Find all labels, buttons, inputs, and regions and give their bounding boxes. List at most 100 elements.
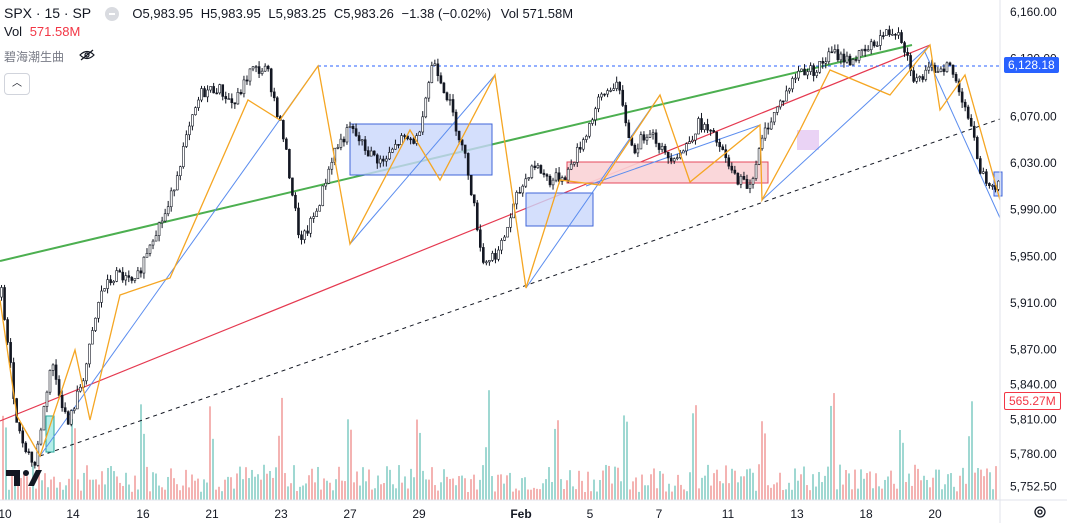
volume-bar (476, 489, 478, 500)
volume-bar (41, 480, 43, 500)
volume-bar (524, 477, 526, 500)
candle-body (448, 99, 452, 101)
volume-bar (677, 474, 679, 500)
volume-bar (191, 474, 193, 500)
tradingview-logo-icon[interactable] (6, 468, 42, 494)
candle-body (791, 78, 794, 90)
candle-body (524, 178, 528, 187)
candle-body (179, 166, 182, 177)
candle-body (648, 133, 652, 138)
candle-body (182, 146, 185, 168)
volume-bar (137, 489, 139, 500)
y-tick-label: 5,810.00 (1010, 412, 1057, 426)
candle-body (154, 235, 158, 242)
volume-bar (323, 478, 325, 500)
indicator-legend[interactable]: 碧海潮生曲 (4, 48, 96, 65)
volume-bar (743, 476, 745, 500)
candle-body (18, 422, 21, 432)
volume-bar (359, 485, 361, 500)
candle-body (282, 120, 285, 140)
volume-bar (179, 490, 181, 500)
volume-bar (965, 483, 967, 500)
volume-bar (23, 473, 25, 500)
volume-bar (392, 484, 394, 500)
candle-body (321, 185, 325, 206)
candle-body (63, 407, 67, 412)
candle-body (633, 144, 637, 154)
candle-body (157, 222, 161, 236)
x-tick-label: 29 (412, 507, 426, 521)
volume-bar (506, 475, 508, 500)
candle-body (582, 139, 585, 150)
volume-bar (464, 478, 466, 500)
volume-bar (890, 470, 892, 500)
volume-bar (335, 479, 337, 500)
candle-body (439, 75, 443, 84)
candle-body (615, 81, 618, 89)
candle-body (627, 122, 631, 138)
candle-body (800, 68, 803, 72)
candle-body (533, 165, 537, 168)
candle-body (312, 216, 315, 219)
candle-body (206, 89, 209, 98)
candle-body (585, 135, 588, 140)
candle-body (366, 150, 370, 157)
volume-bar (842, 484, 844, 500)
eye-hidden-icon[interactable] (79, 49, 96, 64)
volume-bar (350, 429, 352, 500)
candle-body (324, 182, 328, 187)
volume-bar (833, 393, 835, 500)
volume-bar (341, 480, 343, 500)
candle-body (736, 172, 740, 185)
candle-body (75, 390, 79, 410)
candle-body (909, 55, 912, 71)
volume-bar (971, 401, 973, 500)
candle-body (772, 112, 776, 123)
volume-bar (698, 488, 700, 500)
volume-bar (110, 466, 112, 500)
blue-trendline (525, 94, 661, 289)
x-tick-label: 23 (274, 507, 288, 521)
candle-body (618, 81, 621, 91)
candle-body (751, 178, 755, 185)
volume-bar (836, 489, 838, 500)
volume-bar (236, 473, 238, 500)
candle-body (48, 370, 52, 393)
candle-body (712, 130, 715, 133)
candle-body (336, 147, 340, 149)
candle-body (112, 281, 115, 284)
volume-legend[interactable]: Vol 571.58M (4, 24, 80, 39)
volume-bar (377, 475, 379, 500)
candle-body (121, 271, 125, 281)
volume-bar (857, 488, 859, 500)
chart-drawings (0, 44, 1003, 457)
volume-bar (752, 472, 754, 500)
volume-bar (125, 472, 127, 500)
volume-bar (989, 472, 991, 500)
candle-body (863, 48, 867, 52)
x-tick-label: 20 (928, 507, 942, 521)
volume-bar (149, 491, 151, 500)
volume-bar (614, 466, 616, 500)
candle-body (688, 141, 691, 145)
collapse-legend-button[interactable]: ︿ (4, 73, 30, 95)
candle-body (215, 92, 218, 95)
candle-body (845, 55, 849, 63)
volume-bar (674, 485, 676, 500)
blue-range-box (525, 192, 594, 227)
candle-body (257, 66, 261, 74)
volume-bar (371, 489, 373, 500)
candle-body (542, 172, 546, 175)
candle-body (224, 96, 228, 100)
candle-body (782, 100, 785, 103)
settings-gear-icon[interactable] (1033, 505, 1047, 522)
candle-body (715, 131, 718, 143)
symbol-label[interactable]: SPX · 15 · SP (4, 5, 92, 21)
y-tick-label: 6,160.00 (1010, 5, 1057, 19)
candle-body (575, 147, 579, 163)
volume-bar (62, 489, 64, 500)
candle-body (606, 90, 609, 95)
candle-body (988, 183, 991, 187)
volume-bar (95, 479, 97, 500)
